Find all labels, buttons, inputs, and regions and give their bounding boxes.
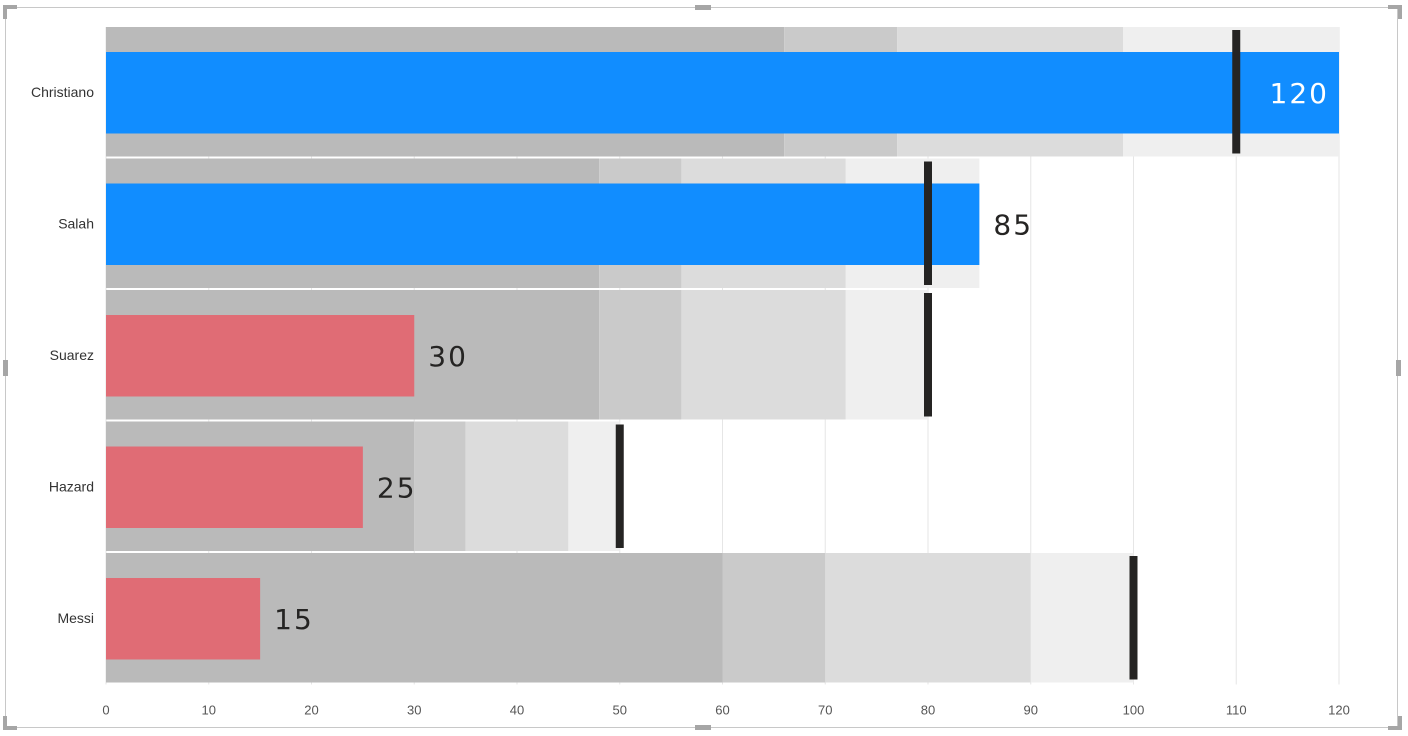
band-2-messi — [722, 553, 826, 683]
data-label-messi: 15 — [274, 603, 314, 636]
resize-handle-bottom-left[interactable] — [3, 726, 17, 730]
value-bar-suarez — [106, 315, 415, 397]
resize-handle-bottom-right-v[interactable] — [1398, 716, 1402, 730]
category-axis: Christiano Salah Suarez Hazard Messi — [31, 84, 94, 626]
category-label-messi: Messi — [57, 610, 94, 626]
resize-handle-top-left[interactable] — [3, 5, 17, 9]
target-marker-salah — [924, 161, 932, 285]
value-bars — [106, 52, 1339, 660]
x-tick-label-20: 20 — [304, 703, 318, 718]
x-tick-label-30: 30 — [407, 703, 421, 718]
x-tick-label-80: 80 — [921, 703, 935, 718]
resize-handle-bottom[interactable] — [695, 725, 711, 730]
value-bar-christiano — [106, 52, 1339, 134]
resize-handle-top-left-v[interactable] — [3, 5, 7, 19]
data-label-salah: 85 — [993, 208, 1033, 241]
value-bar-messi — [106, 578, 261, 660]
x-tick-label-100: 100 — [1123, 703, 1145, 718]
x-tick-label-50: 50 — [613, 703, 627, 718]
data-label-suarez: 30 — [428, 340, 468, 373]
band-3-suarez — [681, 290, 846, 420]
resize-handle-bottom-right[interactable] — [1388, 726, 1402, 730]
band-2-suarez — [599, 290, 682, 420]
x-tick-label-120: 120 — [1328, 703, 1350, 718]
x-tick-label-60: 60 — [715, 703, 729, 718]
category-label-salah: Salah — [58, 215, 94, 231]
data-label-christiano: 120 — [1270, 77, 1329, 110]
value-axis: 0 10 20 30 40 50 60 70 80 90 100 110 120 — [102, 703, 1349, 718]
value-bar-hazard — [106, 446, 363, 528]
x-tick-label-90: 90 — [1024, 703, 1038, 718]
target-marker-hazard — [615, 424, 624, 548]
x-tick-label-0: 0 — [102, 703, 109, 718]
band-4-suarez — [845, 290, 928, 420]
band-3-messi — [825, 553, 1031, 683]
target-marker-suarez — [924, 293, 932, 417]
x-tick-label-40: 40 — [510, 703, 524, 718]
band-2-hazard — [414, 421, 466, 551]
x-tick-label-70: 70 — [818, 703, 832, 718]
target-markers — [615, 30, 1241, 680]
resize-handle-right[interactable] — [1396, 360, 1401, 376]
resize-handle-bottom-left-v[interactable] — [3, 716, 7, 730]
band-4-messi — [1030, 553, 1134, 683]
category-label-christiano: Christiano — [31, 84, 94, 100]
x-tick-label-10: 10 — [202, 703, 216, 718]
resize-handle-top[interactable] — [695, 5, 711, 10]
x-tick-label-110: 110 — [1226, 703, 1247, 718]
target-marker-messi — [1129, 556, 1138, 680]
data-labels: 120 85 30 25 15 — [274, 77, 1329, 636]
resize-handle-top-right[interactable] — [1388, 5, 1402, 9]
resize-handle-top-right-v[interactable] — [1398, 5, 1402, 19]
band-3-hazard — [465, 421, 569, 551]
data-label-hazard: 25 — [377, 471, 417, 504]
target-marker-christiano — [1232, 30, 1241, 154]
resize-handle-left[interactable] — [3, 360, 8, 376]
category-label-suarez: Suarez — [50, 347, 94, 363]
band-4-hazard — [568, 421, 620, 551]
category-label-hazard: Hazard — [49, 478, 94, 494]
value-bar-salah — [106, 183, 980, 265]
